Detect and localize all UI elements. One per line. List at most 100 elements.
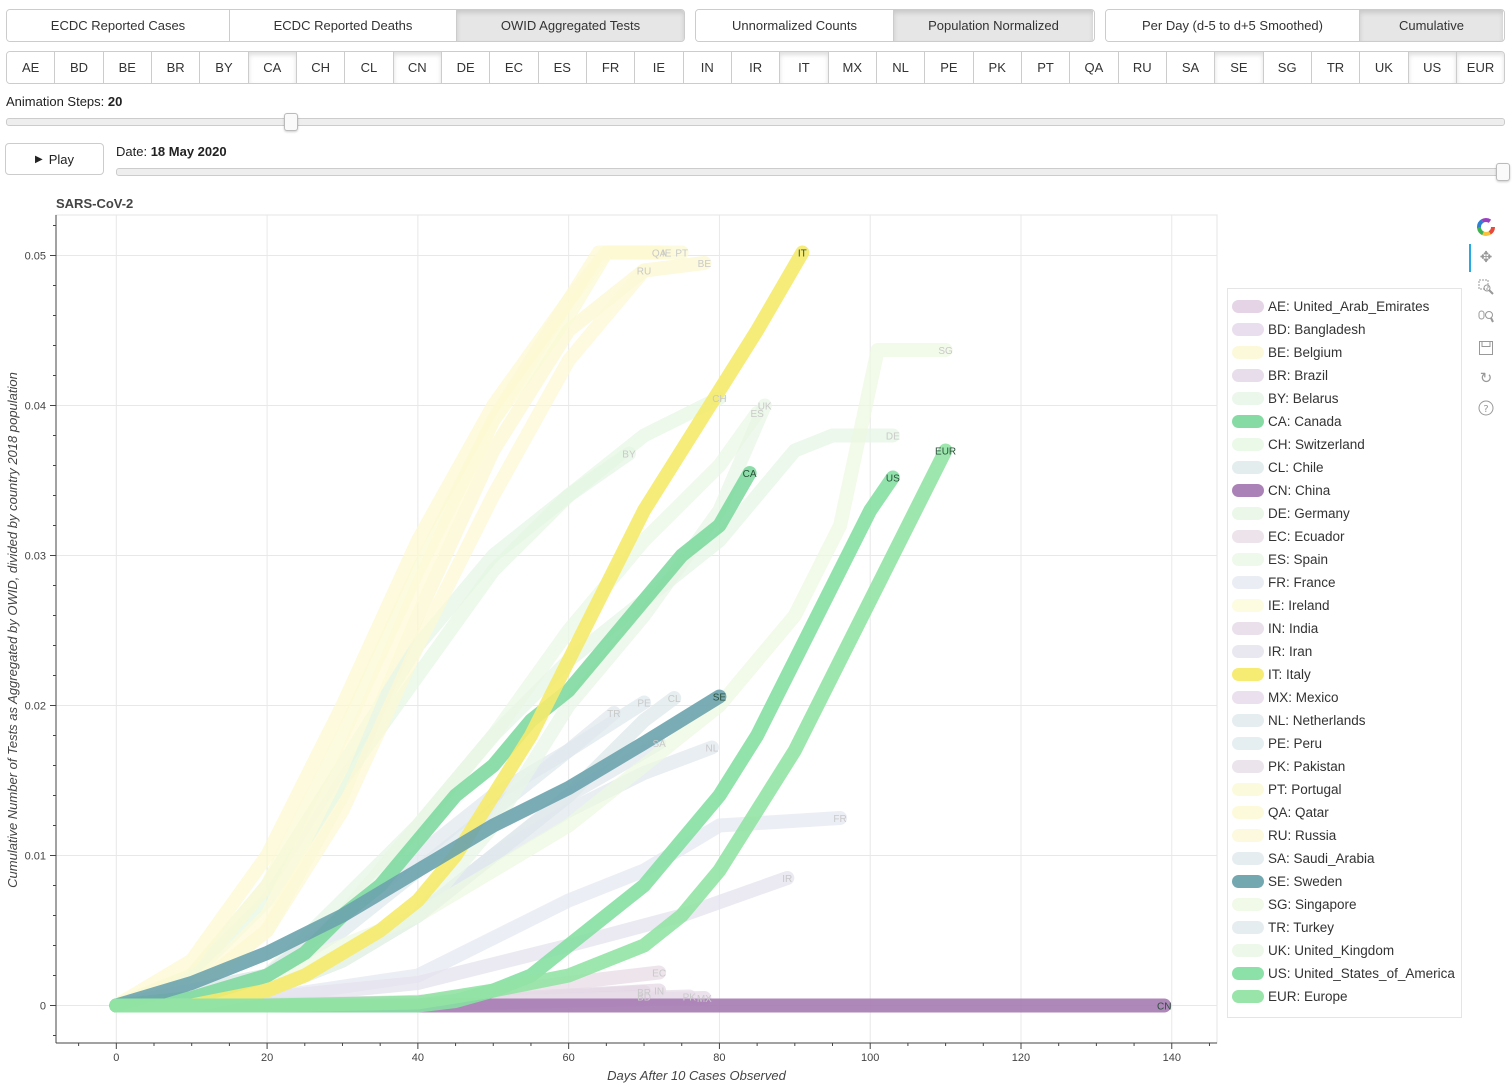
bokeh-logo-icon[interactable]	[1476, 217, 1496, 237]
tr-button[interactable]: TR	[1311, 52, 1361, 83]
sa-button[interactable]: SA	[1166, 52, 1216, 83]
mx-button[interactable]: MX	[828, 52, 877, 83]
legend-item-se[interactable]: SE: Sweden	[1232, 870, 1342, 893]
legend-item-de[interactable]: DE: Germany	[1232, 502, 1350, 525]
legend-item-ru[interactable]: RU: Russia	[1232, 824, 1336, 847]
legend-item-pt[interactable]: PT: Portugal	[1232, 778, 1342, 801]
br-button[interactable]: BR	[151, 52, 201, 83]
legend-item-eur[interactable]: EUR: Europe	[1232, 985, 1348, 1008]
cl-button[interactable]: CL	[345, 52, 394, 83]
legend-item-ir[interactable]: IR: Iran	[1232, 640, 1312, 663]
ir-button[interactable]: IR	[731, 52, 781, 83]
be-button[interactable]: BE	[103, 52, 152, 83]
fr-button[interactable]: FR	[586, 52, 636, 83]
legend-item-sg[interactable]: SG: Singapore	[1232, 893, 1357, 916]
animation-steps-slider-handle[interactable]	[284, 113, 299, 131]
legend-swatch	[1232, 645, 1264, 658]
legend-item-pk[interactable]: PK: Pakistan	[1232, 755, 1345, 778]
reset-tool-icon[interactable]: ↻	[1479, 370, 1493, 387]
unnormalized-counts-button[interactable]: Unnormalized Counts	[696, 10, 894, 41]
legend-item-ch[interactable]: CH: Switzerland	[1232, 433, 1365, 456]
legend-item-nl[interactable]: NL: Netherlands	[1232, 709, 1366, 732]
nl-button[interactable]: NL	[876, 52, 926, 83]
legend-swatch	[1232, 668, 1264, 681]
per-day-d-5-to-d-5-smoothed-button[interactable]: Per Day (d-5 to d+5 Smoothed)	[1106, 10, 1360, 41]
legend-item-pe[interactable]: PE: Peru	[1232, 732, 1322, 755]
series-end-label-pt: PT	[675, 249, 688, 260]
ec-button[interactable]: EC	[490, 52, 539, 83]
legend-item-cl[interactable]: CL: Chile	[1232, 456, 1324, 479]
sg-button[interactable]: SG	[1263, 52, 1312, 83]
series-end-label-eur: EUR	[935, 447, 956, 458]
series-end-label-be: BE	[698, 259, 712, 270]
legend-item-tr[interactable]: TR: Turkey	[1232, 916, 1334, 939]
legend-swatch	[1232, 622, 1264, 635]
population-normalized-button[interactable]: Population Normalized	[894, 10, 1093, 41]
legend-item-uk[interactable]: UK: United_Kingdom	[1232, 939, 1394, 962]
de-button[interactable]: DE	[441, 52, 491, 83]
series-end-label-pk: PK	[683, 993, 697, 1004]
in-button[interactable]: IN	[683, 52, 732, 83]
legend-item-in[interactable]: IN: India	[1232, 617, 1318, 640]
axes: 0 20 40 60 80 100 120 140 0 0.01 0.02 0.03 0.04 0.05 D…	[5, 215, 1217, 1083]
legend-item-br[interactable]: BR: Brazil	[1232, 364, 1328, 387]
legend-item-es[interactable]: ES: Spain	[1232, 548, 1328, 571]
legend-item-by[interactable]: BY: Belarus	[1232, 387, 1339, 410]
series-end-label-bd: BD	[637, 993, 651, 1004]
legend-label: EC: Ecuador	[1268, 529, 1345, 544]
qa-button[interactable]: QA	[1070, 52, 1119, 83]
legend-swatch	[1232, 369, 1264, 382]
legend-item-ae[interactable]: AE: United_Arab_Emirates	[1232, 295, 1429, 318]
se-button[interactable]: SE	[1215, 52, 1264, 83]
legend-item-ec[interactable]: EC: Ecuador	[1232, 525, 1345, 548]
box-zoom-tool-icon[interactable]	[1476, 277, 1496, 297]
legend-item-fr[interactable]: FR: France	[1232, 571, 1336, 594]
legend-label: ES: Spain	[1268, 552, 1329, 567]
animation-steps-slider[interactable]	[6, 118, 1505, 126]
legend-item-mx[interactable]: MX: Mexico	[1232, 686, 1339, 709]
uk-button[interactable]: UK	[1360, 52, 1409, 83]
ch-button[interactable]: CH	[296, 52, 346, 83]
ecdc-reported-cases-button[interactable]: ECDC Reported Cases	[7, 10, 230, 41]
chart-plot[interactable]: BD BE BR BY CH CL DE EC ES FR IE IN IR MX NL PE PK PT QARU…	[0, 190, 1225, 1090]
cn-button[interactable]: CN	[393, 52, 442, 83]
legend-item-it[interactable]: IT: Italy	[1232, 663, 1311, 686]
by-button[interactable]: BY	[200, 52, 249, 83]
pan-tool-icon[interactable]: ✥	[1479, 249, 1493, 266]
legend-item-bd[interactable]: BD: Bangladesh	[1232, 318, 1366, 341]
legend-item-qa[interactable]: QA: Qatar	[1232, 801, 1329, 824]
legend-item-cn[interactable]: CN: China	[1232, 479, 1330, 502]
ca-button[interactable]: CA	[248, 52, 297, 83]
owid-aggregated-tests-button[interactable]: OWID Aggregated Tests	[457, 10, 684, 41]
eur-button[interactable]: EUR	[1456, 52, 1504, 83]
cumulative-button[interactable]: Cumulative	[1360, 10, 1503, 41]
legend-item-be[interactable]: BE: Belgium	[1232, 341, 1342, 364]
legend-swatch	[1232, 576, 1264, 589]
bd-button[interactable]: BD	[55, 52, 104, 83]
legend-item-ca[interactable]: CA: Canada	[1232, 410, 1342, 433]
play-button[interactable]: ▶ Play	[5, 143, 104, 175]
es-button[interactable]: ES	[538, 52, 587, 83]
legend-swatch	[1232, 737, 1264, 750]
pk-button[interactable]: PK	[973, 52, 1022, 83]
it-button[interactable]: IT	[780, 52, 829, 83]
date-slider[interactable]	[116, 168, 1505, 176]
save-tool-icon[interactable]	[1476, 338, 1496, 358]
legend-swatch	[1232, 438, 1264, 451]
us-button[interactable]: US	[1408, 52, 1457, 83]
help-tool-icon[interactable]: ?	[1476, 398, 1496, 418]
legend-item-ie[interactable]: IE: Ireland	[1232, 594, 1330, 617]
pe-button[interactable]: PE	[925, 52, 974, 83]
legend-item-sa[interactable]: SA: Saudi_Arabia	[1232, 847, 1375, 870]
pt-button[interactable]: PT	[1021, 52, 1071, 83]
ecdc-reported-deaths-button[interactable]: ECDC Reported Deaths	[230, 10, 457, 41]
y-tick-label: 0	[40, 1001, 46, 1013]
legend-item-us[interactable]: US: United_States_of_America	[1232, 962, 1455, 985]
wheel-zoom-tool-icon[interactable]	[1476, 307, 1496, 327]
ae-button[interactable]: AE	[7, 52, 56, 83]
date-slider-handle[interactable]	[1496, 163, 1510, 181]
ie-button[interactable]: IE	[635, 52, 684, 83]
date-label: Date: 18 May 2020	[116, 144, 227, 159]
ru-button[interactable]: RU	[1118, 52, 1167, 83]
series-end-label-ca: CA	[743, 469, 757, 480]
